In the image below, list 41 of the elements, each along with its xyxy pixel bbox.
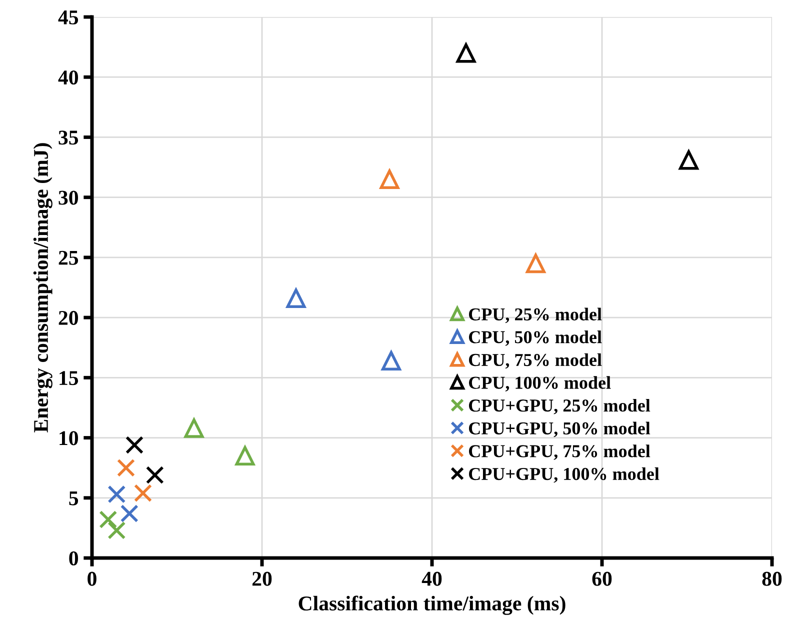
y-tick-label: 45 bbox=[58, 10, 78, 24]
point bbox=[134, 484, 152, 502]
y-tick-label: 15 bbox=[60, 371, 78, 386]
y-tick-label: 25 bbox=[58, 250, 78, 265]
y-tick-label: 40 bbox=[58, 70, 78, 85]
point bbox=[146, 466, 164, 484]
legend-label: CPU+GPU, 100% model bbox=[468, 467, 660, 483]
point bbox=[235, 446, 255, 466]
y-axis-title: Energy consumption/image (mJ) bbox=[33, 143, 52, 432]
point bbox=[184, 418, 204, 438]
point bbox=[120, 504, 138, 523]
x-tick-label: 20 bbox=[252, 572, 272, 586]
point bbox=[116, 458, 136, 477]
y-tick-label: 10 bbox=[60, 431, 78, 446]
point bbox=[381, 351, 401, 371]
point bbox=[526, 254, 546, 274]
y-tick-label: 35 bbox=[58, 130, 78, 145]
x-tick-label: 60 bbox=[592, 572, 612, 586]
point bbox=[125, 436, 144, 454]
x-axis-title: Classification time/image (ms) bbox=[298, 596, 566, 615]
legend-label: CPU, 50% model bbox=[468, 330, 602, 346]
y-tick-label: 5 bbox=[69, 491, 78, 506]
legend-label: CPU+GPU, 50% model bbox=[468, 422, 650, 438]
point bbox=[108, 521, 126, 540]
x-tick-label: 0 bbox=[88, 572, 96, 586]
y-tick-label: 20 bbox=[58, 310, 78, 325]
x-tick-label: 80 bbox=[762, 572, 782, 586]
legend-label: CPU+GPU, 75% model bbox=[468, 444, 650, 460]
point bbox=[99, 510, 118, 529]
legend-label: CPU, 100% model bbox=[468, 376, 611, 392]
x-tick-label: 40 bbox=[422, 572, 442, 586]
y-tick-label: 30 bbox=[58, 190, 78, 205]
point bbox=[380, 170, 400, 190]
point bbox=[456, 43, 476, 63]
y-tick-label: 0 bbox=[69, 551, 78, 566]
point bbox=[678, 150, 698, 170]
legend-label: CPU, 75% model bbox=[468, 353, 602, 369]
point bbox=[108, 485, 126, 504]
point bbox=[286, 288, 306, 308]
legend-label: CPU, 25% model bbox=[468, 308, 602, 324]
legend-label: CPU+GPU, 25% model bbox=[468, 398, 650, 414]
